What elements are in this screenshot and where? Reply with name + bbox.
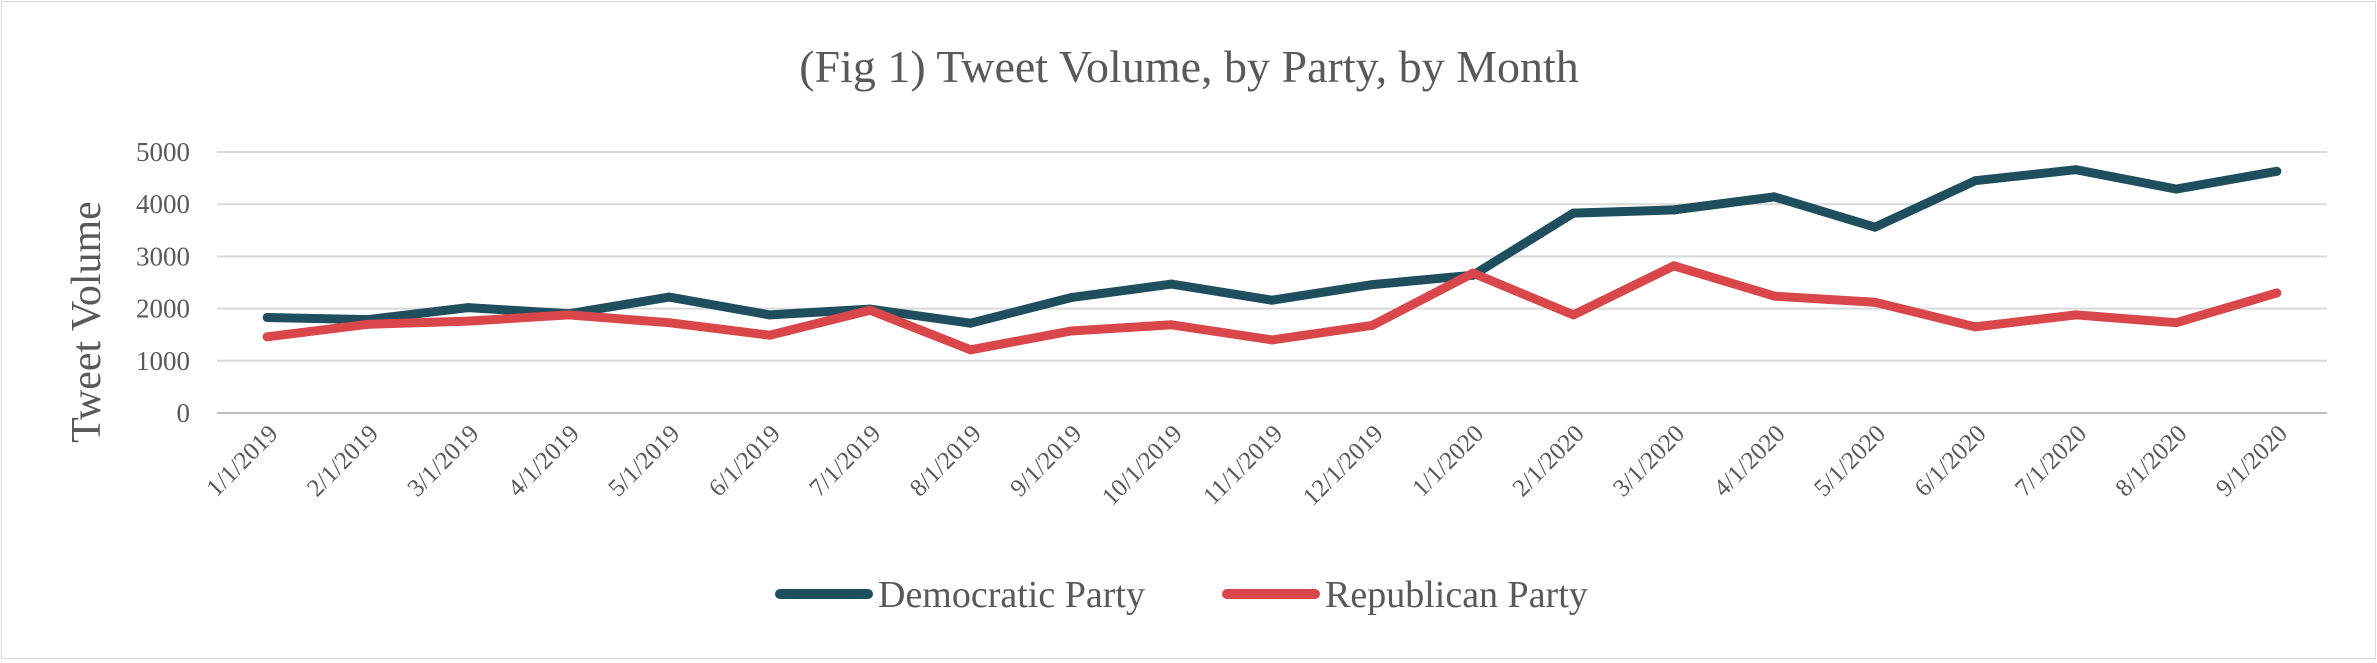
x-tick-label: 4/1/2019 — [503, 420, 585, 502]
y-tick-label: 5000 — [136, 137, 190, 167]
data-point — [966, 318, 976, 328]
data-point — [765, 310, 775, 320]
data-point — [664, 318, 674, 328]
x-tick-label: 7/1/2019 — [804, 420, 886, 502]
data-point — [1066, 293, 1076, 303]
data-point — [1769, 291, 1779, 301]
x-axis-ticks: 1/1/2019 2/1/2019 3/1/2019 4/1/2019 5/1/2019… — [202, 420, 2293, 511]
data-point — [1669, 205, 1679, 215]
data-point — [1870, 297, 1880, 307]
data-point — [1267, 335, 1277, 345]
y-tick-label: 4000 — [136, 189, 190, 219]
data-point — [865, 305, 875, 315]
data-point — [463, 316, 473, 326]
x-tick-label: 2/1/2020 — [1508, 420, 1590, 502]
data-point — [1970, 322, 1980, 332]
data-point — [1669, 261, 1679, 271]
data-point — [2171, 318, 2181, 328]
data-point — [2272, 166, 2282, 176]
data-point — [1167, 279, 1177, 289]
x-tick-label: 4/1/2020 — [1709, 420, 1791, 502]
x-tick-label: 3/1/2019 — [402, 420, 484, 502]
x-tick-label: 1/1/2020 — [1407, 420, 1489, 502]
x-tick-label: 5/1/2020 — [1809, 420, 1891, 502]
data-point — [2071, 165, 2081, 175]
data-point — [1769, 192, 1779, 202]
legend-label: Republican Party — [1325, 574, 1588, 616]
data-point — [966, 345, 976, 355]
y-axis-label: Tweet Volume — [64, 201, 110, 443]
data-point — [2272, 288, 2282, 298]
data-point — [1468, 268, 1478, 278]
x-tick-label: 5/1/2019 — [603, 420, 685, 502]
data-point — [463, 303, 473, 313]
x-tick-label: 9/1/2019 — [1005, 420, 1087, 502]
data-point — [1367, 280, 1377, 290]
data-point — [1167, 320, 1177, 330]
x-tick-label: 6/1/2020 — [1910, 420, 1992, 502]
x-tick-label: 9/1/2020 — [2211, 420, 2293, 502]
legend: Democratic Party Republican Party — [775, 574, 1588, 616]
data-point — [1066, 326, 1076, 336]
data-point — [1367, 320, 1377, 330]
data-point — [765, 330, 775, 340]
y-tick-label: 0 — [177, 398, 191, 428]
x-tick-label: 8/1/2020 — [2111, 420, 2193, 502]
y-tick-label: 3000 — [136, 241, 190, 271]
x-tick-label: 12/1/2019 — [1298, 420, 1389, 511]
x-tick-label: 11/1/2019 — [1198, 420, 1288, 510]
legend-item: Republican Party — [1222, 574, 1588, 616]
data-point — [363, 319, 373, 329]
chart-title: (Fig 1) Tweet Volume, by Party, by Month — [799, 41, 1579, 92]
data-point — [2071, 310, 2081, 320]
grid-lines — [217, 151, 2327, 414]
legend-label: Democratic Party — [878, 574, 1145, 616]
data-point — [1568, 208, 1578, 218]
legend-item: Democratic Party — [775, 574, 1145, 616]
data-point — [1267, 295, 1277, 305]
data-point — [564, 310, 574, 320]
data-point — [262, 312, 272, 322]
y-axis-ticks: 0 1000 2000 3000 4000 5000 — [136, 137, 190, 428]
data-point — [262, 332, 272, 342]
y-tick-label: 2000 — [136, 294, 190, 324]
x-tick-label: 6/1/2019 — [704, 420, 786, 502]
x-tick-label: 2/1/2019 — [302, 420, 384, 502]
x-tick-label: 8/1/2019 — [905, 420, 987, 502]
x-tick-label: 7/1/2020 — [2010, 420, 2092, 502]
data-point — [664, 292, 674, 302]
data-point — [2171, 184, 2181, 194]
series-lines — [262, 165, 2282, 355]
x-tick-label: 10/1/2019 — [1097, 420, 1188, 511]
data-point — [1870, 222, 1880, 232]
data-point — [1970, 176, 1980, 186]
x-tick-label: 3/1/2020 — [1608, 420, 1690, 502]
x-tick-label: 1/1/2019 — [202, 420, 284, 502]
data-point — [1568, 310, 1578, 320]
y-tick-label: 1000 — [136, 346, 190, 376]
